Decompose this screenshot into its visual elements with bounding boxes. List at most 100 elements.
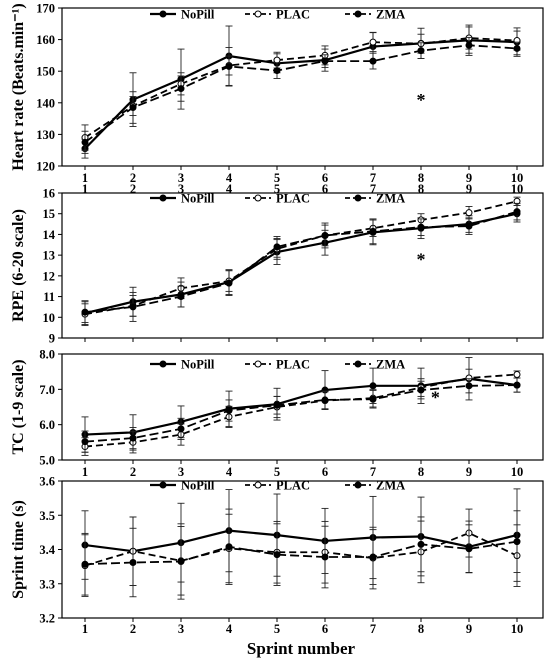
y-tick-label: 8.0 <box>39 348 55 362</box>
y-tick-label: 5.0 <box>39 454 55 468</box>
y-tick-label: 6.0 <box>39 418 55 432</box>
x-tick-label: 8 <box>418 465 424 479</box>
y-tick-label: 150 <box>36 65 55 79</box>
data-point <box>465 41 473 49</box>
data-point <box>417 386 425 394</box>
series-nopill <box>81 24 521 159</box>
series-line <box>84 532 518 567</box>
data-point <box>321 553 329 561</box>
data-point <box>465 209 473 217</box>
data-point <box>321 231 329 239</box>
data-point <box>273 67 281 75</box>
series-nopill <box>81 357 521 453</box>
x-tick-label: 10 <box>511 182 524 196</box>
data-point <box>513 381 521 389</box>
legend-label: NoPill <box>181 479 215 493</box>
x-tick-label: 6 <box>322 182 328 196</box>
significance-asterisk: * <box>431 387 440 407</box>
x-tick-label: 7 <box>370 465 376 479</box>
series-zma <box>81 508 521 600</box>
legend-marker <box>354 194 362 202</box>
x-tick-label: 1 <box>82 465 88 479</box>
data-point <box>81 560 89 568</box>
y-tick-label: 16 <box>43 187 56 201</box>
legend-marker <box>354 360 362 368</box>
legend-marker <box>254 360 262 368</box>
data-point <box>321 57 329 65</box>
data-point <box>369 57 377 65</box>
data-point <box>225 62 233 70</box>
data-point <box>273 401 281 409</box>
y-tick-label: 3.4 <box>39 543 55 557</box>
y-tick-label: 3.5 <box>39 509 55 523</box>
data-point <box>225 407 233 415</box>
series-zma <box>81 377 521 453</box>
data-point <box>369 227 377 235</box>
y-tick-label: 7.0 <box>39 383 55 397</box>
legend-marker <box>254 481 262 489</box>
x-tick-label: 9 <box>466 465 472 479</box>
x-tick-label: 3 <box>178 622 184 636</box>
x-tick-label: 4 <box>226 465 233 479</box>
y-tick-label: 170 <box>36 2 55 16</box>
data-point <box>369 382 377 390</box>
data-point <box>129 559 137 567</box>
legend-marker <box>354 10 362 18</box>
x-tick-label: 4 <box>226 171 233 185</box>
series-line <box>84 373 518 448</box>
panel-heart-rate: 120 130 140 150 160 170 1 2 3 4 5 6 7 8 9 10 Heart rate … <box>10 2 544 185</box>
x-tick-label: 2 <box>130 182 136 196</box>
series-nopill <box>81 488 521 586</box>
data-point <box>177 293 185 301</box>
y-tick-label: 14 <box>43 228 56 242</box>
y-tick-label: 160 <box>36 33 55 47</box>
plot-frame <box>61 192 544 339</box>
legend-label: ZMA <box>376 8 405 22</box>
legend-marker <box>159 360 167 368</box>
legend-label: PLAC <box>276 479 310 493</box>
x-tick-label: 5 <box>274 182 280 196</box>
x-tick-label: 2 <box>130 171 136 185</box>
x-tick-label: 2 <box>130 465 136 479</box>
data-point <box>513 44 521 52</box>
data-point <box>513 370 521 378</box>
x-tick-label: 5 <box>274 622 280 636</box>
x-tick-label: 10 <box>511 622 524 636</box>
data-point <box>273 551 281 559</box>
series-line <box>84 39 518 150</box>
x-tick-label: 4 <box>226 622 233 636</box>
legend-marker <box>159 10 167 18</box>
y-tick-label: 12 <box>43 269 56 283</box>
series-plac <box>81 196 521 325</box>
data-point <box>321 396 329 404</box>
significance-asterisk: * <box>417 250 426 270</box>
x-tick-label: 8 <box>418 622 424 636</box>
x-tick-label: 10 <box>511 171 524 185</box>
data-point <box>369 553 377 561</box>
data-point <box>465 382 473 390</box>
series-line <box>84 37 518 139</box>
legend-label: NoPill <box>181 192 215 206</box>
legend-marker <box>254 10 262 18</box>
plot-frame <box>61 353 544 461</box>
x-tick-label: 3 <box>178 182 184 196</box>
x-tick-label: 7 <box>370 171 376 185</box>
x-tick-label: 8 <box>418 182 424 196</box>
panel-tc: 5.0 6.0 7.0 8.0 1 2 3 4 5 6 7 8 9 10 TC (1-9 scale) NoP… <box>10 348 544 479</box>
legend-label: PLAC <box>276 192 310 206</box>
legend-marker <box>254 194 262 202</box>
x-tick-label: 6 <box>322 465 328 479</box>
x-tick-label: 4 <box>226 182 233 196</box>
y-tick-label: 3.6 <box>39 475 55 489</box>
legend-label: PLAC <box>276 8 310 22</box>
y-axis-title: TC (1-9 scale) <box>10 359 27 454</box>
x-tick-label: 1 <box>82 182 88 196</box>
x-tick-label: 9 <box>466 182 472 196</box>
series-line <box>84 377 518 436</box>
data-point <box>417 540 425 548</box>
data-point <box>177 425 185 433</box>
data-point <box>417 223 425 231</box>
series-line <box>84 44 518 144</box>
y-tick-label: 120 <box>36 160 55 174</box>
